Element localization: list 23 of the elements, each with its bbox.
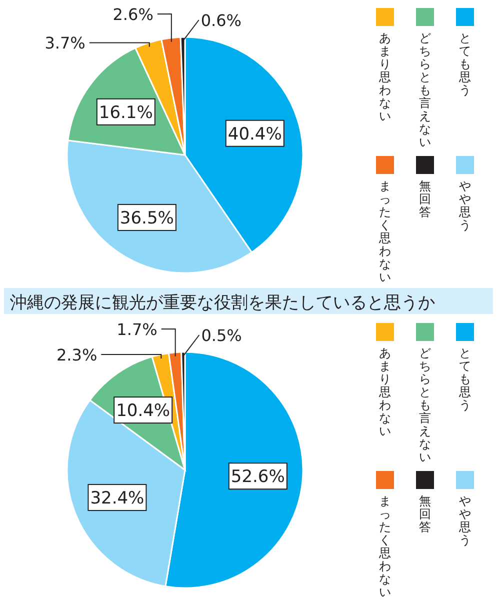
legend-label: とても思う [458, 346, 471, 412]
data-label: 2.3% [56, 346, 98, 365]
data-label: 16.1% [98, 102, 153, 123]
data-label: 10.4% [116, 401, 170, 422]
legend-label: やや思う [458, 179, 471, 232]
data-label: 1.7% [116, 320, 158, 339]
legend-label: まったく思わない [378, 179, 391, 284]
data-label: 52.6% [230, 467, 285, 488]
data-label: 40.4% [228, 124, 282, 144]
data-label: 2.6% [112, 5, 154, 24]
chart-title: 沖縄の発展に観光が重要な役割を果たしていると思うか [10, 293, 435, 313]
data-label: 32.4% [90, 488, 144, 508]
data-label: 36.5% [120, 208, 174, 228]
legend-label: やや思う [458, 494, 471, 547]
legend-label: 無回答 [419, 494, 431, 534]
data-label: 3.7% [44, 34, 86, 53]
legend-label: あまり思わない [378, 31, 391, 123]
legend-label: あまり思わない [378, 346, 391, 438]
data-label: 0.5% [201, 326, 242, 345]
legend-label: 無回答 [419, 179, 431, 219]
legend-label: とても思う [458, 31, 471, 97]
data-label: 0.6% [200, 11, 242, 30]
legend-label: まったく思わない [378, 494, 391, 599]
